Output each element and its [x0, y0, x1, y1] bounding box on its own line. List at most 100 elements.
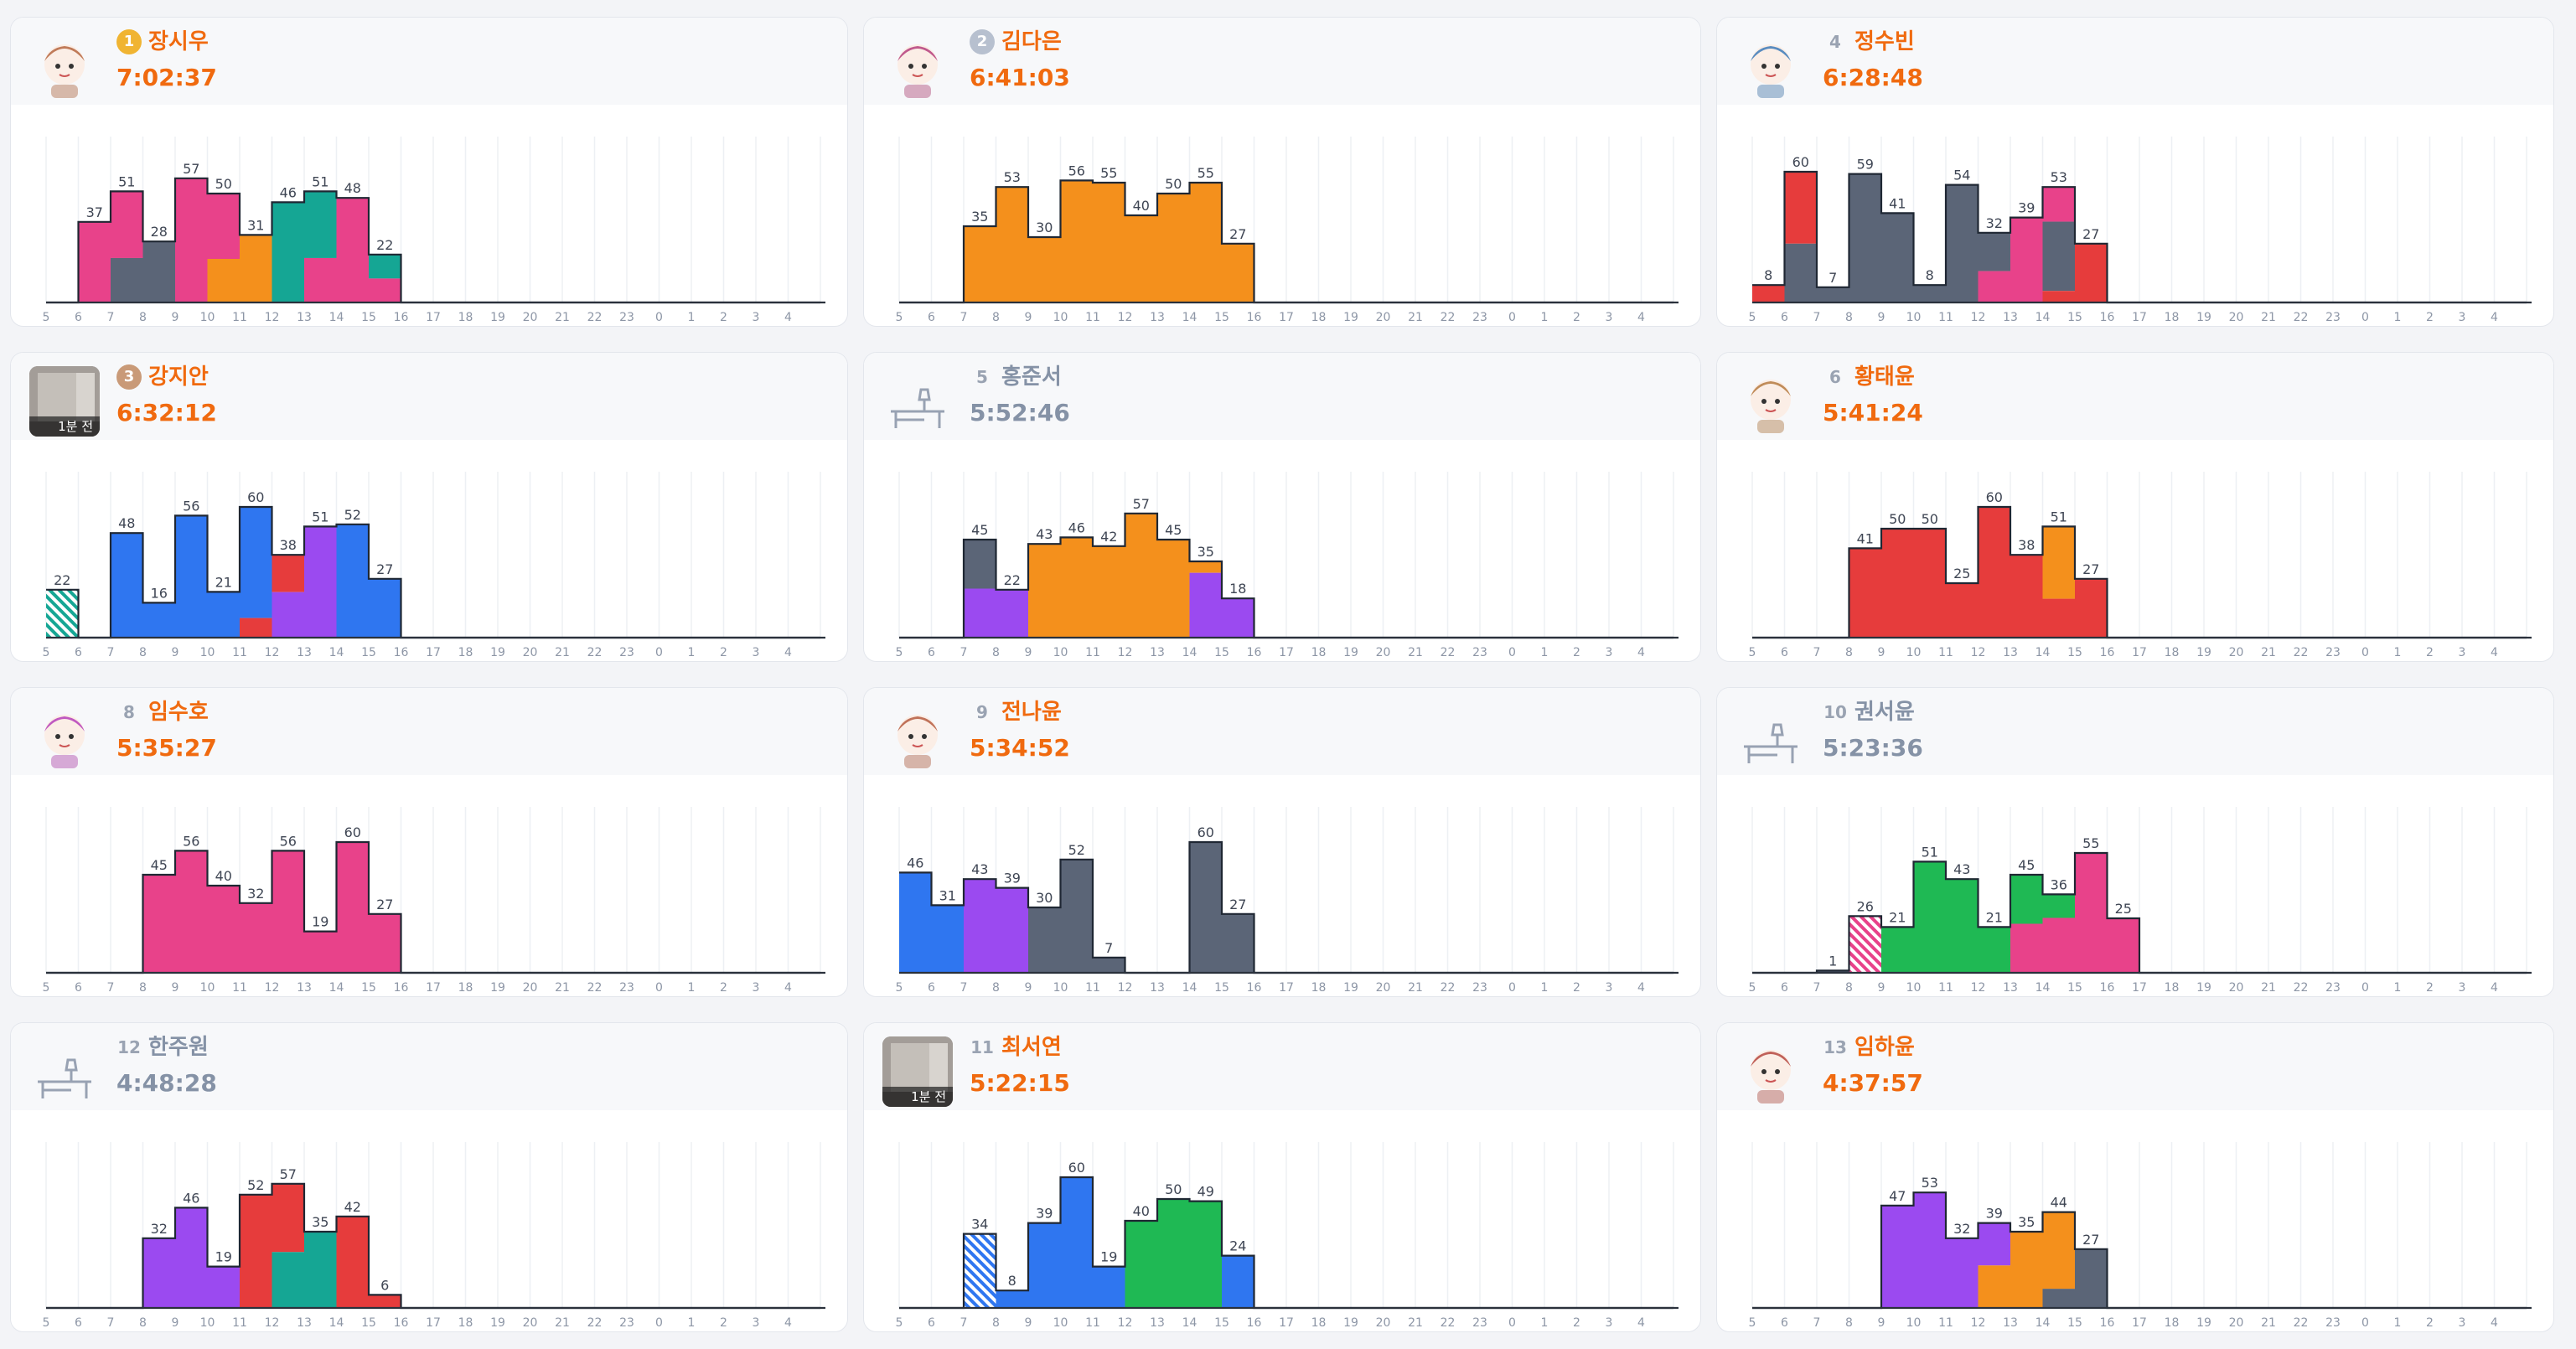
hour-bar[interactable] — [2042, 1212, 2076, 1308]
member-card[interactable]: 2 김다은 6:41:03 35 53 30 56 55 40 50 55 27 5 6 7 8 9 10 11 12… — [863, 17, 1701, 327]
hour-bar[interactable] — [1189, 842, 1223, 973]
hour-bar[interactable] — [1913, 861, 1947, 973]
hour-bar[interactable] — [304, 526, 337, 638]
avatar[interactable] — [1735, 31, 1806, 101]
hour-bar[interactable] — [142, 602, 176, 638]
hour-bar[interactable] — [1946, 879, 1979, 973]
hour-bar[interactable] — [2042, 187, 2076, 302]
hour-bar[interactable] — [1060, 1177, 1094, 1308]
hour-bar[interactable] — [78, 221, 111, 302]
hour-bar[interactable] — [931, 905, 965, 973]
hour-bar[interactable] — [1946, 184, 1979, 302]
hour-bar[interactable] — [175, 178, 208, 302]
hour-bar[interactable] — [1978, 232, 2011, 302]
hour-bar[interactable] — [1752, 285, 1785, 302]
hour-bar[interactable] — [996, 887, 1029, 973]
hour-bar[interactable] — [304, 931, 337, 973]
hour-bar[interactable] — [1978, 927, 2011, 973]
hour-bar[interactable] — [207, 194, 241, 302]
hour-bar[interactable] — [996, 187, 1029, 302]
hour-bar[interactable] — [1881, 927, 1914, 973]
hour-bar[interactable] — [1222, 913, 1254, 973]
hour-bar[interactable] — [369, 913, 401, 973]
hour-bar[interactable] — [964, 540, 996, 638]
hour-bar[interactable] — [1060, 537, 1094, 638]
hour-bar[interactable] — [1157, 194, 1190, 302]
hour-bar[interactable] — [2042, 526, 2076, 638]
hour-bar[interactable] — [369, 1295, 401, 1308]
hour-bar[interactable] — [1060, 180, 1094, 302]
hour-bar[interactable] — [175, 515, 208, 638]
hour-bar[interactable] — [1189, 561, 1223, 638]
hour-bar[interactable] — [2010, 1232, 2043, 1308]
hour-bar[interactable] — [2075, 1248, 2108, 1308]
hour-bar[interactable] — [207, 592, 241, 638]
hour-bar[interactable] — [1881, 1205, 1914, 1308]
member-card[interactable]: 6 황태윤 5:41:24 41 50 50 25 60 38 51 27 5 6 7 8 9 10 11 12 13… — [1716, 352, 2554, 662]
hour-bar[interactable] — [1978, 1222, 2011, 1308]
hour-bar[interactable] — [1913, 1192, 1947, 1308]
avatar[interactable] — [882, 701, 953, 772]
hour-bar[interactable] — [304, 1232, 337, 1308]
hour-bar[interactable] — [1849, 916, 1882, 973]
hour-bar[interactable] — [964, 1233, 996, 1308]
avatar[interactable]: 1분 전 — [29, 366, 100, 437]
hour-bar[interactable] — [1157, 1199, 1190, 1308]
member-card[interactable]: 12 한주원 4:48:28 32 46 19 52 57 35 42 6 5 6 7 8 9 10 11 12 13… — [10, 1022, 848, 1332]
hour-bar[interactable] — [336, 842, 370, 973]
hour-bar[interactable] — [240, 235, 272, 302]
member-card[interactable]: 4 정수빈 6:28:48 8 60 7 59 41 8 54 32 39 53 27 5 6 7 8 9 10 11 1… — [1716, 17, 2554, 327]
hour-bar[interactable] — [336, 198, 370, 302]
hour-bar[interactable] — [336, 1216, 370, 1308]
hour-bar[interactable] — [142, 875, 176, 973]
hour-bar[interactable] — [1881, 529, 1914, 638]
hour-bar[interactable] — [2107, 918, 2140, 973]
avatar[interactable] — [29, 701, 100, 772]
hour-bar[interactable] — [175, 850, 208, 973]
member-card[interactable]: 8 임수호 5:35:27 45 56 40 32 56 19 60 27 5 6 7 8 9 10 11 12 13… — [10, 687, 848, 997]
hour-bar[interactable] — [2042, 894, 2076, 973]
hour-bar[interactable] — [111, 533, 143, 638]
hour-bar[interactable] — [1817, 970, 1849, 973]
hour-bar[interactable] — [240, 507, 272, 638]
hour-bar[interactable] — [964, 226, 996, 302]
hour-bar[interactable] — [1028, 237, 1061, 302]
hour-bar[interactable] — [1125, 1221, 1158, 1308]
hour-bar[interactable] — [207, 886, 241, 973]
hour-bar[interactable] — [369, 254, 401, 302]
desk-icon[interactable] — [29, 1036, 100, 1107]
hour-bar[interactable] — [272, 202, 305, 302]
hour-bar[interactable] — [369, 578, 401, 638]
hour-bar[interactable] — [1946, 583, 1979, 638]
hour-bar[interactable] — [1913, 529, 1947, 638]
hour-bar[interactable] — [2075, 243, 2108, 302]
member-card[interactable]: 1 장시우 7:02:37 37 51 28 57 50 31 46 51 48 22 5 6 7 8 9 10 11… — [10, 17, 848, 327]
hour-bar[interactable] — [1125, 513, 1158, 638]
member-card[interactable]: 1분 전 11 최서연 5:22:15 34 8 39 60 19 40 50 49 24 5 6 7 8 9 10… — [863, 1022, 1701, 1332]
hour-bar[interactable] — [240, 902, 272, 973]
hour-bar[interactable] — [1060, 859, 1094, 973]
member-card[interactable]: 9 전나윤 5:34:52 46 31 43 39 30 52 7 60 27 5 6 7 8 9 10 11 12 1… — [863, 687, 1701, 997]
hour-bar[interactable] — [336, 524, 370, 638]
hour-bar[interactable] — [1849, 548, 1882, 638]
hour-bar[interactable] — [1784, 172, 1818, 302]
hour-bar[interactable] — [2010, 217, 2043, 302]
hour-bar[interactable] — [1093, 957, 1125, 973]
hour-bar[interactable] — [1157, 540, 1190, 638]
member-card[interactable]: 1분 전 3 강지안 6:32:12 22 48 16 56 21 60 38 51 52 27 5 6 7 8 9… — [10, 352, 848, 662]
avatar[interactable] — [1735, 1036, 1806, 1107]
hour-bar[interactable] — [1222, 1255, 1254, 1308]
hour-bar[interactable] — [1978, 507, 2011, 638]
hour-bar[interactable] — [1189, 183, 1223, 302]
avatar[interactable] — [882, 31, 953, 101]
hour-bar[interactable] — [1222, 243, 1254, 302]
hour-bar[interactable] — [1028, 907, 1061, 973]
hour-bar[interactable] — [175, 1207, 208, 1308]
hour-bar[interactable] — [2075, 578, 2108, 638]
hour-bar[interactable] — [996, 589, 1029, 638]
desk-icon[interactable] — [1735, 701, 1806, 772]
member-card[interactable]: 5 홍준서 5:52:46 45 22 43 46 42 57 45 35 18 5 6 7 8 9 10 11 12… — [863, 352, 1701, 662]
member-card[interactable]: 10 권서윤 5:23:36 1 26 21 51 43 21 45 36 55 25 5 6 7 8 9 10 11… — [1716, 687, 2554, 997]
member-card[interactable]: 13 임하윤 4:37:57 47 53 32 39 35 44 27 5 6 7 8 9 10 11 12 13 1… — [1716, 1022, 2554, 1332]
hour-bar[interactable] — [899, 872, 932, 973]
